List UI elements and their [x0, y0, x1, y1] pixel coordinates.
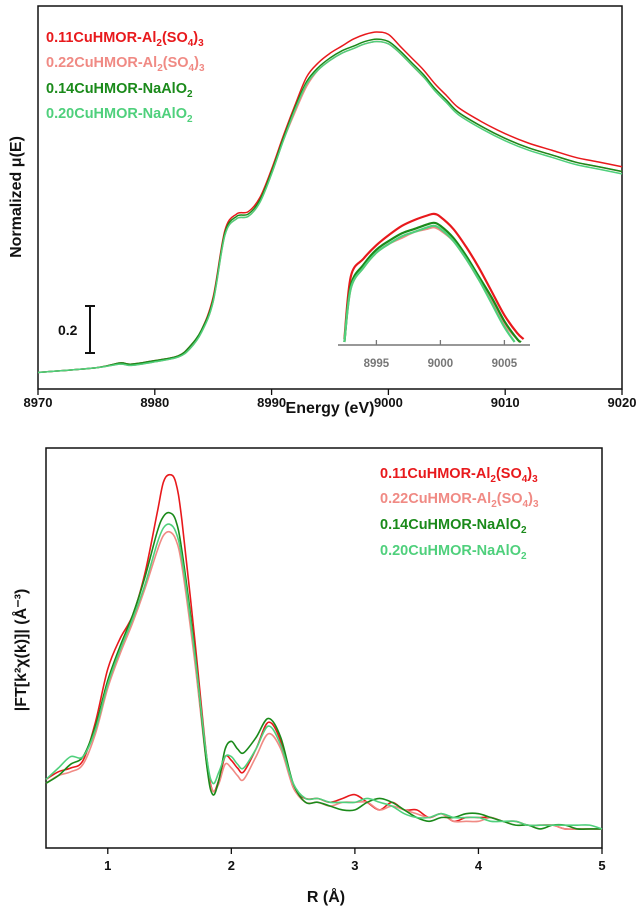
exafs-x-tick-label: 3 — [351, 858, 358, 873]
xanes-x-tick-label: 8980 — [140, 395, 169, 410]
exafs-series-3-line — [45, 511, 602, 831]
exafs-x-tick-label: 4 — [475, 858, 483, 873]
xanes-series-4-line — [37, 40, 623, 374]
inset-series-3-line — [343, 221, 522, 343]
xanes-series-3-line — [37, 38, 623, 374]
xanes-x-tick-label: 8990 — [257, 395, 286, 410]
scale-bar: 0.2 — [58, 305, 95, 354]
exafs-legend-entry-3: 0.14CuHMOR-NaAlO2 — [380, 517, 527, 536]
exafs-legend-entry-1: 0.11CuHMOR-Al2(SO4)3 — [380, 466, 538, 485]
exafs-x-tick-label: 2 — [228, 858, 235, 873]
xanes-x-tick-label: 9010 — [491, 395, 520, 410]
inset-series-1-line — [343, 212, 525, 340]
exafs-series-4-line — [45, 523, 603, 830]
inset-series-group — [343, 212, 525, 343]
xanes-legend-entry-2: 0.22CuHMOR-Al2(SO4)3 — [46, 55, 205, 74]
inset-x-tick-label: 9000 — [428, 358, 454, 370]
exafs-plot-frame — [45, 447, 603, 849]
xanes-x-ticks: 8970 8980 8990 9000 9010 9020 — [24, 389, 637, 410]
exafs-panel: 1 2 3 4 5 R (Å) |FT[k²χ(k)]| (Å⁻³) 0.11CuHMO… — [11, 447, 606, 906]
inset-x-tick-label: 9005 — [492, 358, 518, 370]
inset-series-2-line — [343, 226, 521, 343]
exafs-series-2-line — [45, 530, 602, 831]
xanes-x-tick-label: 9000 — [374, 395, 403, 410]
xanes-x-tick-label: 8970 — [24, 395, 53, 410]
inset-series-4-line — [343, 224, 516, 343]
xanes-inset: 8995 9000 9005 — [338, 212, 530, 370]
exafs-series-group — [45, 473, 603, 831]
xanes-legend-entry-4: 0.20CuHMOR-NaAlO2 — [46, 106, 193, 125]
xanes-legend-entry-3: 0.14CuHMOR-NaAlO2 — [46, 81, 193, 100]
exafs-x-axis-title: R (Å) — [307, 887, 345, 906]
exafs-legend-entry-2: 0.22CuHMOR-Al2(SO4)3 — [380, 491, 539, 510]
xanes-x-axis-title: Energy (eV) — [286, 400, 375, 417]
scale-bar-label: 0.2 — [58, 322, 78, 338]
exafs-x-tick-label: 5 — [598, 858, 605, 873]
xanes-x-tick-label: 9020 — [608, 395, 637, 410]
exafs-legend-entry-4: 0.20CuHMOR-NaAlO2 — [380, 543, 527, 562]
xanes-panel: 8970 8980 8990 9000 9010 9020 Energy (eV) Nor… — [8, 5, 637, 417]
exafs-x-tick-label: 1 — [104, 858, 111, 873]
xanes-plot-frame — [37, 5, 623, 390]
xanes-series-group — [37, 31, 623, 374]
exafs-x-ticks: 1 2 3 4 5 — [104, 848, 606, 873]
xanes-legend: 0.11CuHMOR-Al2(SO4)3 0.22CuHMOR-Al2(SO4)… — [46, 30, 205, 125]
xanes-legend-entry-1: 0.11CuHMOR-Al2(SO4)3 — [46, 30, 204, 49]
exafs-y-axis-title: |FT[k²χ(k)]| (Å⁻³) — [11, 589, 30, 712]
inset-x-tick-label: 8995 — [364, 358, 390, 370]
xanes-y-axis-title: Normalized μ(E) — [8, 136, 25, 258]
exafs-legend: 0.11CuHMOR-Al2(SO4)3 0.22CuHMOR-Al2(SO4)… — [380, 466, 539, 562]
inset-x-ticks: 8995 9000 9005 — [364, 340, 518, 370]
